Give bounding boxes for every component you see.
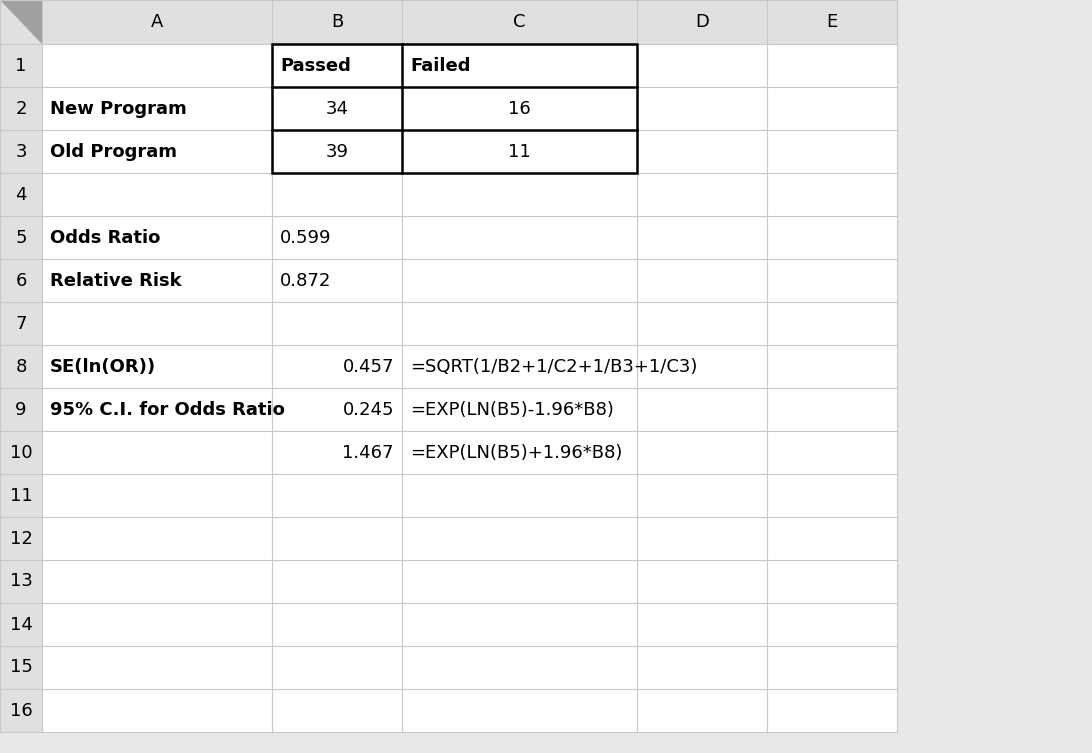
Bar xyxy=(0,87,41,130)
Text: A: A xyxy=(151,13,163,31)
Bar xyxy=(0,345,41,388)
Bar xyxy=(0,259,41,302)
Text: 1.467: 1.467 xyxy=(343,444,394,462)
Bar xyxy=(0,560,41,603)
Text: 8: 8 xyxy=(15,358,26,376)
Text: =EXP(LN(B5)-1.96*B8): =EXP(LN(B5)-1.96*B8) xyxy=(410,401,614,419)
Text: 5: 5 xyxy=(15,228,26,246)
Text: 2: 2 xyxy=(15,99,26,117)
Text: 14: 14 xyxy=(10,615,33,633)
Bar xyxy=(0,388,41,431)
Bar xyxy=(0,431,41,474)
Text: 15: 15 xyxy=(10,659,33,676)
Text: 11: 11 xyxy=(508,142,531,160)
Bar xyxy=(0,173,41,216)
Text: 7: 7 xyxy=(15,315,26,333)
Bar xyxy=(0,130,41,173)
Text: 95% C.I. for Odds Ratio: 95% C.I. for Odds Ratio xyxy=(50,401,285,419)
Bar xyxy=(0,646,41,689)
Text: 0.245: 0.245 xyxy=(343,401,394,419)
Polygon shape xyxy=(0,0,41,44)
Bar xyxy=(0,474,41,517)
Text: 4: 4 xyxy=(15,185,26,203)
Bar xyxy=(0,44,41,87)
Text: 34: 34 xyxy=(325,99,348,117)
Text: 6: 6 xyxy=(15,272,26,289)
Bar xyxy=(0,603,41,646)
Bar xyxy=(0,0,897,44)
Bar xyxy=(272,44,637,173)
Bar xyxy=(0,517,41,560)
Text: 12: 12 xyxy=(10,529,33,547)
Bar xyxy=(0,689,41,732)
Text: E: E xyxy=(827,13,838,31)
Text: New Program: New Program xyxy=(50,99,187,117)
Text: =SQRT(1/B2+1/C2+1/B3+1/C3): =SQRT(1/B2+1/C2+1/B3+1/C3) xyxy=(410,358,698,376)
Text: =EXP(LN(B5)+1.96*B8): =EXP(LN(B5)+1.96*B8) xyxy=(410,444,622,462)
Text: 13: 13 xyxy=(10,572,33,590)
Text: B: B xyxy=(331,13,343,31)
Text: Failed: Failed xyxy=(410,56,471,75)
Text: 3: 3 xyxy=(15,142,26,160)
Text: Old Program: Old Program xyxy=(50,142,177,160)
Text: Relative Risk: Relative Risk xyxy=(50,272,181,289)
Text: 9: 9 xyxy=(15,401,26,419)
Text: 16: 16 xyxy=(10,702,33,720)
Text: C: C xyxy=(513,13,525,31)
Bar xyxy=(0,216,41,259)
Text: 16: 16 xyxy=(508,99,531,117)
Text: SE(ln(OR)): SE(ln(OR)) xyxy=(50,358,156,376)
Text: 0.457: 0.457 xyxy=(343,358,394,376)
Text: Odds Ratio: Odds Ratio xyxy=(50,228,161,246)
Text: Passed: Passed xyxy=(280,56,351,75)
Text: D: D xyxy=(696,13,709,31)
Text: 39: 39 xyxy=(325,142,348,160)
Text: 0.872: 0.872 xyxy=(280,272,331,289)
Bar xyxy=(0,302,41,345)
Text: 1: 1 xyxy=(15,56,26,75)
Text: 0.599: 0.599 xyxy=(280,228,332,246)
Bar xyxy=(0,0,897,732)
Text: 11: 11 xyxy=(10,486,33,505)
Text: 10: 10 xyxy=(10,444,33,462)
